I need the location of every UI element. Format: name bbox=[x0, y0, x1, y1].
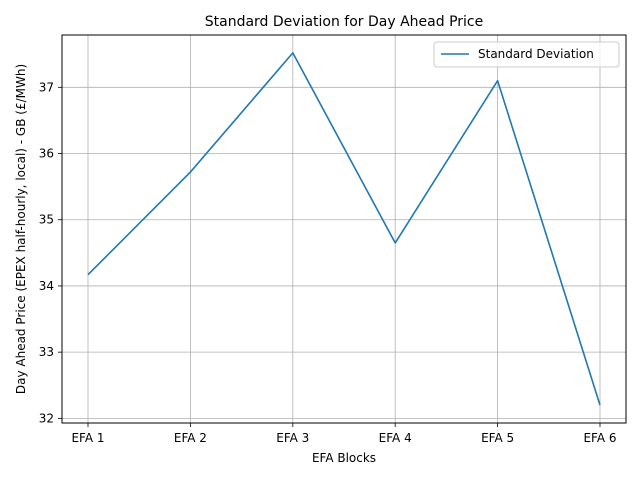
y-axis-label: Day Ahead Price (EPEX half-hourly, local… bbox=[14, 64, 28, 394]
series-line-standard-deviation bbox=[87, 52, 601, 406]
y-tick-label: 35 bbox=[39, 213, 54, 227]
series-layer bbox=[87, 52, 601, 406]
x-tick-label: EFA 2 bbox=[174, 431, 207, 445]
y-tick-label: 32 bbox=[39, 411, 54, 425]
x-tick-label: EFA 4 bbox=[379, 431, 412, 445]
x-tick-label: EFA 6 bbox=[583, 431, 616, 445]
legend-box bbox=[433, 41, 620, 68]
x-tick-label: EFA 5 bbox=[481, 431, 514, 445]
y-tick-label: 33 bbox=[39, 345, 54, 359]
plot-frame bbox=[61, 34, 627, 424]
legend-entry-standard-deviation: Standard Deviation bbox=[478, 47, 594, 61]
x-tick-label: EFA 1 bbox=[71, 431, 104, 445]
y-tick-label: 34 bbox=[39, 279, 54, 293]
legend: Standard Deviation bbox=[433, 41, 620, 68]
grid bbox=[62, 35, 626, 423]
x-axis-label: EFA Blocks bbox=[312, 451, 376, 465]
chart-title: Standard Deviation for Day Ahead Price bbox=[205, 14, 483, 30]
y-tick-label: 36 bbox=[39, 147, 54, 161]
x-tick-label: EFA 3 bbox=[276, 431, 309, 445]
y-tick-label: 37 bbox=[39, 80, 54, 94]
axes: EFA 1 EFA 2 EFA 3 EFA 4 EFA 5 EFA 6 32 33 34 35 36… bbox=[39, 80, 617, 445]
